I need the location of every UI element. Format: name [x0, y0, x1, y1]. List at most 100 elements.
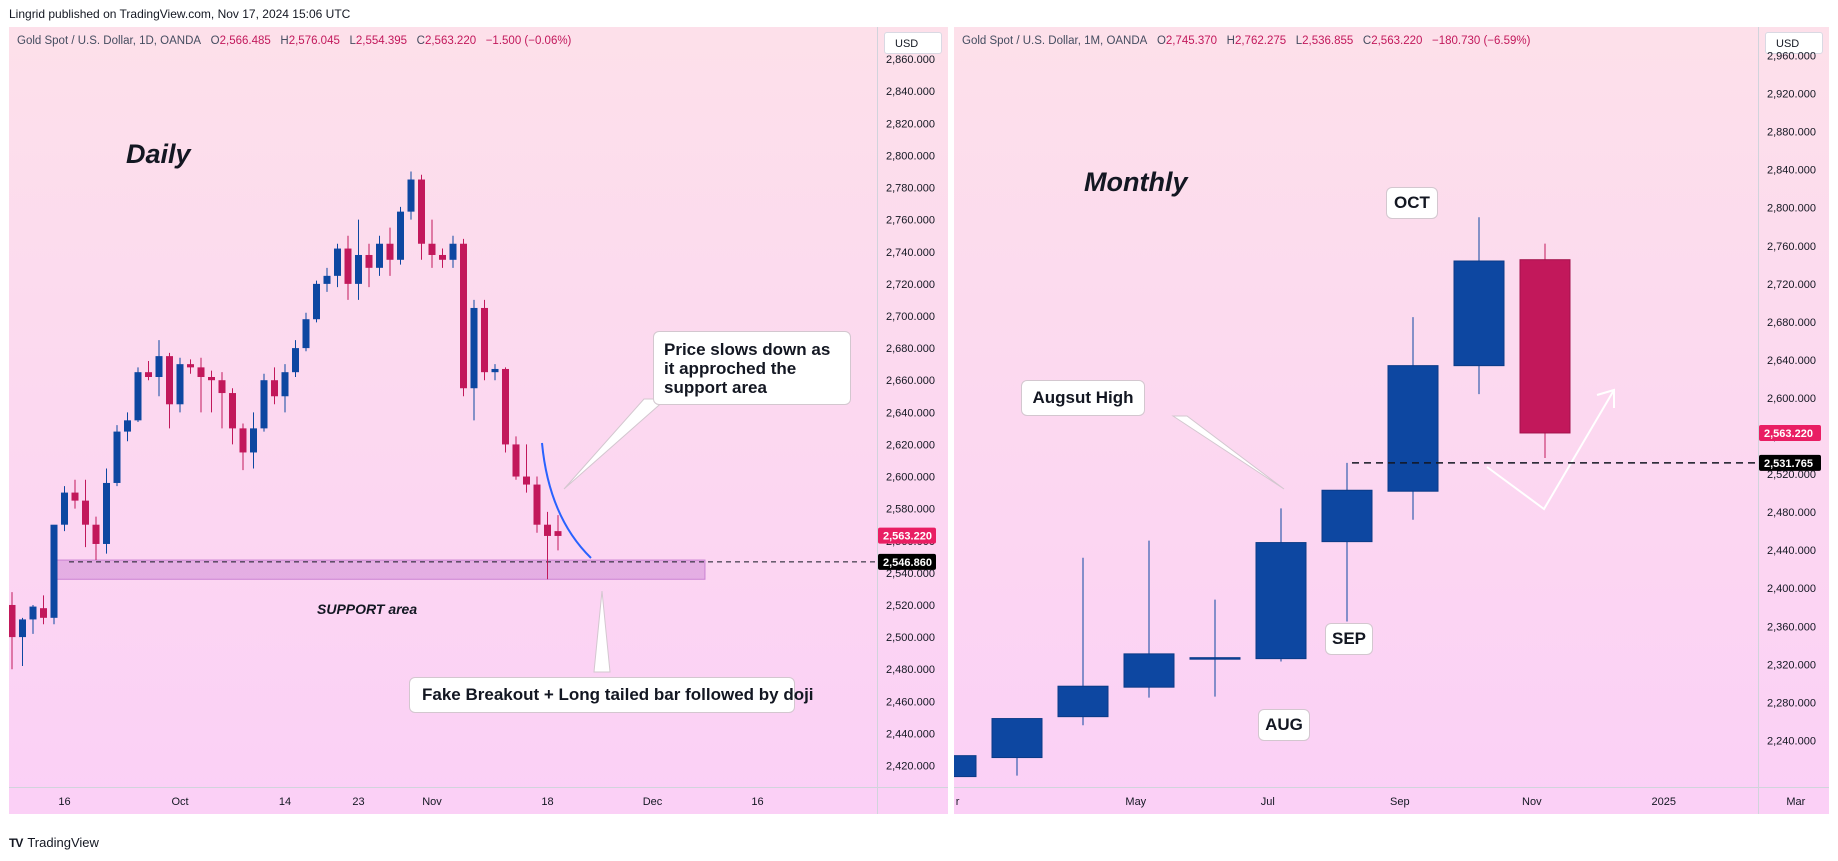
daily-y-tick-label: 2,680.000	[886, 343, 935, 355]
monthly-y-tick-label: 2,400.000	[1767, 583, 1816, 595]
monthly-candle-body	[991, 718, 1043, 759]
daily-chart-panel[interactable]: Gold Spot / U.S. Dollar, 1D, OANDA O2,56…	[9, 27, 948, 814]
daily-candle-body	[407, 179, 415, 212]
daily-candle-body	[250, 428, 257, 453]
daily-y-tick-label: 2,500.000	[886, 632, 935, 644]
monthly-y-tick-label: 2,320.000	[1767, 659, 1816, 671]
monthly-chart-canvas[interactable]	[954, 27, 1829, 814]
daily-candle-body	[313, 283, 320, 320]
monthly-candle-body	[1321, 489, 1373, 543]
monthly-x-tick-label: 2025	[1652, 796, 1676, 808]
monthly-price-tag-black-text: 2,531.765	[1764, 458, 1813, 470]
monthly-x-ticks: r May Jul Sep Nov 2025 Mar	[956, 796, 1806, 808]
publication-attribution: Lingrid published on TradingView.com, No…	[9, 7, 351, 21]
monthly-y-tick-label: 2,720.000	[1767, 279, 1816, 291]
monthly-candle-body	[1123, 653, 1175, 688]
monthly-candle-body	[954, 755, 977, 778]
daily-y-tick-label: 2,440.000	[886, 728, 935, 740]
daily-x-tick-label: 14	[279, 796, 291, 808]
daily-price-axis[interactable]: USD 2,420.000 2,440.000 2,460.000 2,480.000…	[877, 27, 948, 814]
daily-candle-body	[92, 524, 100, 544]
daily-legend-h-label: H	[280, 35, 289, 47]
daily-candle-body	[323, 275, 331, 284]
daily-y-tick-label: 2,580.000	[886, 504, 935, 516]
daily-price-tag-red	[878, 527, 936, 544]
monthly-price-axis[interactable]: USD 2,240.000 2,280.000 2,320.000 2,360.000…	[1758, 27, 1829, 814]
daily-candle-body	[71, 492, 79, 501]
callout-fake-breakout: Fake Breakout + Long tailed bar followed…	[409, 677, 814, 713]
daily-x-tick-label: 16	[58, 796, 70, 808]
daily-candle-body	[61, 492, 68, 525]
monthly-y-tick-label: 2,840.000	[1767, 165, 1816, 177]
daily-currency-button[interactable]: USD	[884, 32, 942, 54]
monthly-x-tick-label: r	[956, 796, 960, 808]
daily-candle-body	[197, 367, 205, 377]
daily-x-tick-label: Oct	[171, 796, 188, 808]
monthly-legend-c-label: C	[1362, 35, 1372, 47]
projection-arrow	[1486, 389, 1615, 511]
daily-y-tick-label: 2,660.000	[886, 375, 935, 387]
monthly-x-tick-label: Nov	[1522, 796, 1542, 808]
daily-y-tick-label: 2,600.000	[886, 472, 935, 484]
callout-price-slows: Price slows down as it approched the sup…	[653, 331, 851, 405]
monthly-candle-body	[1057, 685, 1109, 718]
support-zone-layer	[53, 559, 877, 580]
daily-candle-body	[376, 243, 383, 268]
daily-legend-open: 2,566.485	[219, 35, 271, 47]
daily-price-tag-black-text: 2,546.860	[883, 557, 932, 569]
monthly-currency-button[interactable]: USD	[1765, 32, 1823, 54]
daily-candle-body	[533, 484, 541, 525]
daily-candle-body	[491, 368, 499, 373]
daily-y-tick-label: 2,460.000	[886, 696, 935, 708]
monthly-chart-panel[interactable]: Gold Spot / U.S. Dollar, 1M, OANDA O2,74…	[954, 27, 1829, 814]
daily-candle-body	[449, 243, 457, 260]
daily-candle-body	[260, 380, 268, 429]
daily-candle-body	[460, 243, 467, 389]
daily-candle-body	[292, 348, 299, 373]
daily-candle-body	[397, 211, 404, 260]
monthly-y-tick-label: 2,480.000	[1767, 507, 1816, 519]
daily-legend: Gold Spot / U.S. Dollar, 1D, OANDA O2,56…	[17, 35, 571, 47]
daily-y-tick-label: 2,780.000	[886, 183, 935, 195]
callout-august-high: Augsut High	[1021, 380, 1145, 416]
projection-arrowhead	[1596, 388, 1615, 408]
daily-chart-canvas[interactable]	[9, 27, 948, 814]
monthly-x-tick-label: Mar	[1786, 796, 1805, 808]
daily-candle-body	[19, 619, 26, 638]
monthly-legend-high: 2,762.275	[1234, 35, 1287, 47]
monthly-price-tag-red-text: 2,563.220	[1764, 428, 1813, 440]
monthly-candle-body	[1189, 657, 1241, 660]
monthly-price-tag-black	[1759, 454, 1821, 471]
monthly-legend-l-label: L	[1295, 35, 1303, 47]
daily-candle-body	[439, 254, 446, 260]
tradingview-brand: TradingView	[27, 835, 99, 850]
daily-candle-body	[554, 531, 562, 536]
monthly-y-tick-label: 2,680.000	[1767, 317, 1816, 329]
monthly-y-tick-label: 2,800.000	[1767, 203, 1816, 215]
daily-candle-body	[470, 307, 478, 389]
monthly-y-tick-label: 2,880.000	[1767, 127, 1816, 139]
monthly-y-ticks: 2,240.000 2,280.000 2,320.000 2,360.000 2,40…	[1759, 51, 1821, 747]
daily-candle-body	[365, 254, 373, 268]
daily-x-tick-label: Nov	[422, 796, 442, 808]
daily-x-tick-label: 16	[751, 796, 763, 808]
daily-candle-body	[145, 372, 152, 377]
monthly-timeframe-label: Monthly	[1084, 167, 1188, 197]
monthly-time-axis[interactable]: r May Jul Sep Nov 2025 Mar	[954, 787, 1829, 814]
daily-candle-body	[134, 372, 142, 421]
label-aug: AUG	[1258, 709, 1310, 741]
daily-candle-body	[502, 368, 509, 445]
tradingview-logo-icon: TV	[9, 835, 23, 850]
daily-legend-change: −1.500 (−0.06%)	[485, 35, 572, 47]
monthly-y-tick-label: 2,600.000	[1767, 393, 1816, 405]
callout-bottom-pointer	[593, 590, 611, 673]
daily-candle-body	[281, 372, 289, 397]
daily-price-tag-red-text: 2,563.220	[883, 531, 932, 543]
daily-candle-body	[544, 524, 551, 536]
daily-candles-layer	[9, 171, 562, 670]
daily-time-axis[interactable]: 16 Oct 14 23 Nov 18 Dec 16	[9, 787, 948, 814]
daily-y-tick-label: 2,800.000	[886, 150, 935, 162]
daily-candle-body	[9, 604, 16, 638]
august-high-pointer	[1171, 415, 1285, 490]
daily-legend-high: 2,576.045	[288, 35, 340, 47]
